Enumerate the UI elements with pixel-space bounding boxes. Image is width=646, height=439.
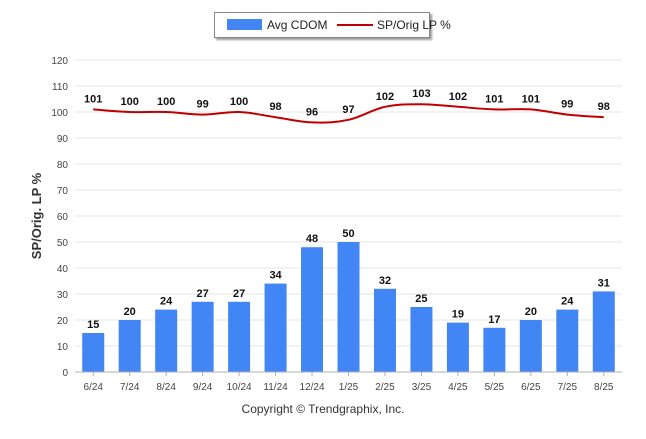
bar	[556, 310, 578, 372]
y-tick-label: 40	[57, 264, 69, 275]
bar-value-label: 24	[561, 296, 574, 308]
bar-value-label: 15	[87, 319, 99, 331]
x-tick-label: 1/25	[339, 382, 359, 393]
bar	[228, 302, 250, 372]
legend-line-label: SP/Orig LP %	[377, 18, 451, 32]
copyright-text: Copyright © Trendgraphix, Inc.	[0, 402, 646, 416]
line-value-label: 100	[230, 96, 248, 108]
x-tick-label: 4/25	[448, 382, 468, 393]
bar	[82, 333, 104, 372]
x-tick-label: 8/24	[156, 382, 176, 393]
y-tick-label: 90	[57, 134, 69, 145]
legend-bar-swatch	[227, 19, 262, 30]
bar-value-label: 48	[306, 233, 318, 245]
bar	[155, 310, 177, 372]
line-value-label: 101	[522, 93, 540, 105]
line-value-label: 103	[412, 88, 430, 100]
bar	[301, 247, 323, 372]
bar-value-label: 25	[415, 293, 427, 305]
line-value-label: 98	[598, 101, 610, 113]
x-tick-label: 3/25	[412, 382, 432, 393]
legend-line-swatch	[337, 24, 373, 26]
bar-value-label: 27	[233, 288, 245, 300]
x-tick-label: 11/24	[263, 382, 288, 393]
x-tick-label: 10/24	[227, 382, 252, 393]
line-value-label: 100	[121, 96, 139, 108]
x-tick-label: 6/25	[521, 382, 541, 393]
line-value-label: 101	[485, 93, 503, 105]
line-value-label: 99	[197, 99, 209, 111]
line-value-label: 98	[269, 101, 281, 113]
bar	[265, 284, 287, 372]
bar	[374, 289, 396, 372]
x-tick-label: 6/24	[83, 382, 103, 393]
x-tick-label: 8/25	[594, 382, 614, 393]
x-tick-label: 12/24	[300, 382, 325, 393]
bar-value-label: 19	[452, 309, 464, 321]
y-tick-label: 70	[57, 186, 69, 197]
line-value-label: 102	[376, 91, 394, 103]
bar-value-label: 17	[488, 314, 500, 326]
legend-bar-label: Avg CDOM	[267, 18, 327, 32]
y-axis-title: SP/Orig. LP %	[29, 172, 44, 259]
bar-value-label: 31	[598, 277, 610, 289]
line-value-label: 96	[306, 106, 318, 118]
bar	[447, 323, 469, 372]
y-tick-label: 60	[57, 212, 69, 223]
bar-value-label: 20	[525, 306, 537, 318]
bar	[593, 291, 615, 372]
line-value-label: 100	[157, 96, 175, 108]
bar	[520, 320, 542, 372]
legend: Avg CDOM SP/Orig LP %	[214, 12, 430, 38]
y-tick-label: 10	[57, 342, 69, 353]
y-tick-label: 110	[52, 82, 68, 93]
y-tick-label: 100	[51, 108, 68, 119]
bar-value-label: 50	[342, 228, 354, 240]
y-tick-label: 20	[57, 316, 69, 327]
x-tick-label: 2/25	[375, 382, 395, 393]
y-tick-label: 120	[51, 56, 68, 67]
bar	[483, 328, 505, 372]
bar	[410, 307, 432, 372]
x-tick-label: 7/24	[120, 382, 140, 393]
bar-value-label: 27	[197, 288, 209, 300]
x-tick-label: 5/25	[485, 382, 505, 393]
line-value-label: 97	[342, 104, 354, 116]
x-tick-label: 7/25	[558, 382, 578, 393]
line-value-label: 101	[84, 93, 102, 105]
bar	[338, 242, 360, 372]
y-tick-label: 80	[57, 160, 69, 171]
bar-value-label: 32	[379, 275, 391, 287]
bar	[192, 302, 214, 372]
y-tick-label: 0	[62, 368, 68, 379]
line-value-label: 102	[449, 91, 467, 103]
bar-value-label: 20	[124, 306, 136, 318]
y-tick-label: 50	[57, 238, 69, 249]
bar-value-label: 34	[269, 270, 282, 282]
line-value-label: 99	[561, 99, 573, 111]
y-tick-label: 30	[57, 290, 69, 301]
bar-value-label: 24	[160, 296, 173, 308]
x-tick-label: 9/24	[193, 382, 213, 393]
bar	[119, 320, 141, 372]
